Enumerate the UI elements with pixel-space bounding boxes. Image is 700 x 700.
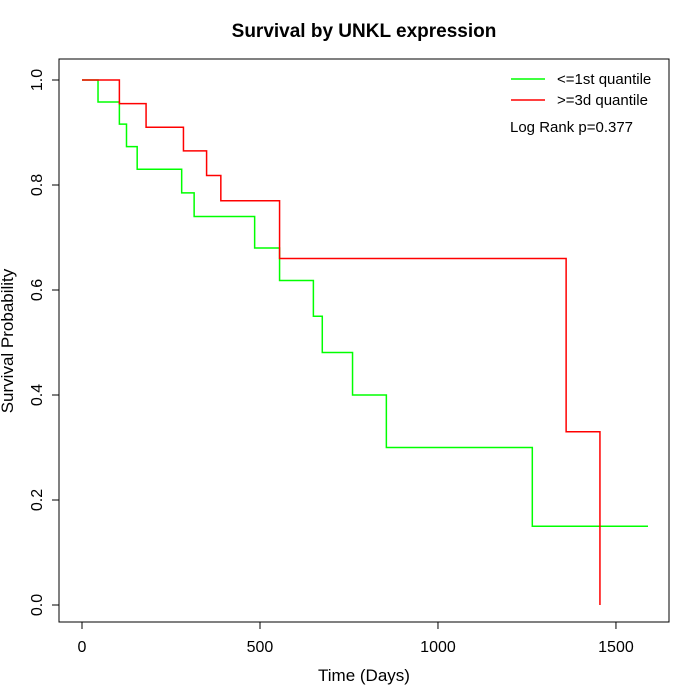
log-rank-annotation: Log Rank p=0.377 bbox=[510, 119, 633, 136]
chart-title: Survival by UNKL expression bbox=[232, 21, 497, 42]
y-axis-label: Survival Probability bbox=[0, 268, 17, 413]
legend-label-2: >=3d quantile bbox=[557, 92, 648, 109]
legend-label-1: <=1st quantile bbox=[557, 71, 651, 88]
y-tick-label: 0.8 bbox=[29, 174, 46, 196]
y-tick-label: 0.4 bbox=[29, 384, 46, 406]
x-tick-label: 0 bbox=[78, 639, 87, 656]
series-line-2 bbox=[82, 79, 601, 605]
y-tick-label: 1.0 bbox=[29, 69, 46, 91]
series-line-1 bbox=[82, 79, 648, 527]
x-tick-label: 500 bbox=[247, 639, 274, 656]
legend: <=1st quantile >=3d quantile bbox=[511, 71, 651, 109]
x-axis-label: Time (Days) bbox=[318, 666, 410, 685]
x-tick-label: 1000 bbox=[420, 639, 456, 656]
y-tick-label: 0.2 bbox=[29, 489, 46, 511]
y-tick-label: 0.0 bbox=[29, 594, 46, 616]
plot-frame bbox=[58, 58, 670, 623]
series-layer bbox=[82, 79, 648, 605]
x-tick-label: 1500 bbox=[598, 639, 634, 656]
y-axis: 0.0 0.2 0.4 0.6 0.8 1.0 bbox=[29, 69, 60, 616]
y-tick-label: 0.6 bbox=[29, 279, 46, 301]
x-axis: 0 500 1000 1500 bbox=[78, 621, 634, 656]
